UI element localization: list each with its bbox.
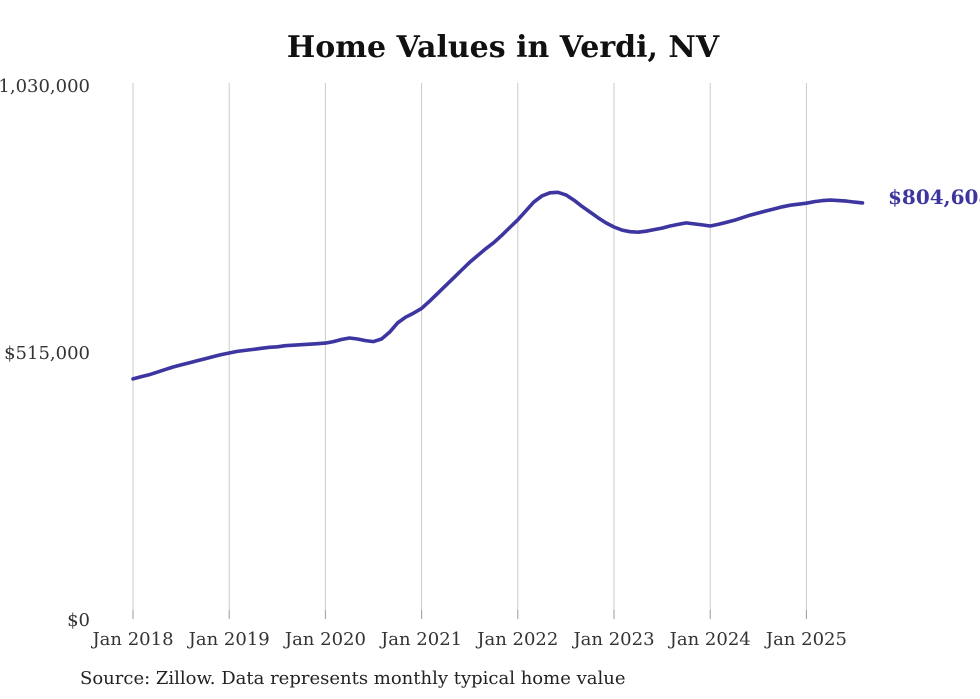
latest-value-label: $804,608 bbox=[888, 185, 980, 209]
y-axis-labels: $0 $515,000 $1,030,000 bbox=[0, 76, 90, 631]
x-axis-label: Jan 2022 bbox=[475, 629, 558, 650]
x-axis-label: Jan 2021 bbox=[379, 629, 462, 650]
y-axis-label: $0 bbox=[67, 610, 90, 631]
chart-title: Home Values in Verdi, NV bbox=[287, 30, 720, 65]
source-note: Source: Zillow. Data represents monthly … bbox=[80, 668, 626, 689]
gridlines bbox=[132, 83, 807, 619]
x-axis-labels: Jan 2018 Jan 2019 Jan 2020 Jan 2021 Jan 2022… bbox=[90, 629, 846, 650]
x-axis-label: Jan 2024 bbox=[668, 629, 751, 650]
y-axis-label: $1,030,000 bbox=[0, 76, 90, 97]
x-axis-label: Jan 2018 bbox=[90, 629, 173, 650]
x-axis-label: Jan 2023 bbox=[571, 629, 654, 650]
home-value-line bbox=[131, 190, 865, 381]
x-axis-label: Jan 2019 bbox=[187, 629, 270, 650]
y-axis-label: $515,000 bbox=[4, 343, 90, 364]
x-axis-label: Jan 2020 bbox=[283, 629, 366, 650]
x-axis-label: Jan 2025 bbox=[764, 629, 847, 650]
